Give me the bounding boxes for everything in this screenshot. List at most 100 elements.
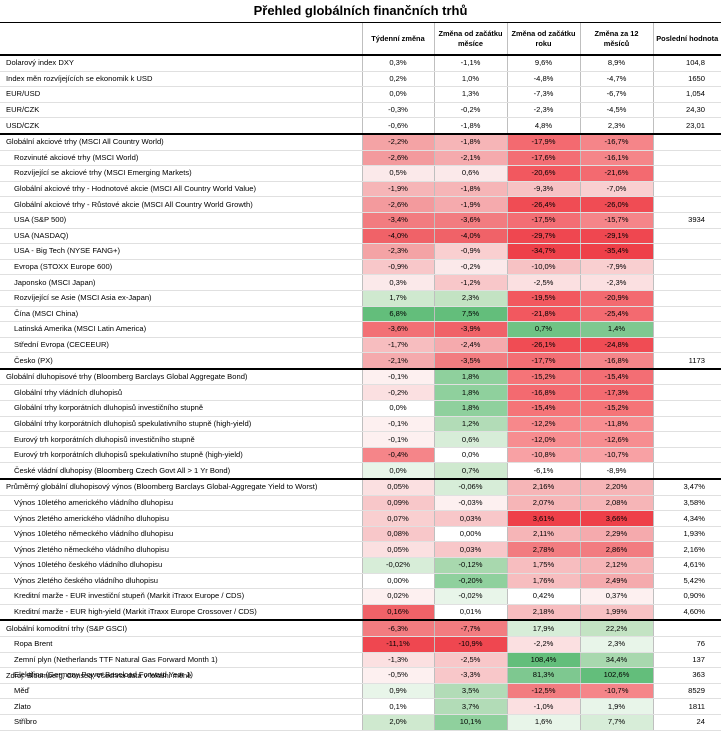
value-cell: 3,5%: [433, 683, 507, 700]
value-cell: -1,8%: [433, 181, 507, 198]
column-header-name: [0, 22, 362, 56]
value-cell: -0,2%: [361, 384, 434, 402]
value-cell: -0,1%: [361, 416, 434, 433]
value-cell: -1,8%: [433, 117, 507, 135]
value-cell: 0,2%: [361, 71, 434, 88]
value-cell: -1,7%: [361, 337, 434, 354]
value-cell: 2,86%: [579, 541, 653, 558]
value-cell: 2,07%: [506, 495, 580, 512]
value-cell: -0,9%: [361, 259, 434, 276]
value-cell: -2,3%: [506, 102, 580, 119]
table-row: Globální trhy korporátních dluhopisů spe…: [0, 416, 721, 433]
value-cell: -1,8%: [433, 132, 507, 151]
table-row: USA (S&P 500) -3,4% -3,6% -17,5% -15,7% 3934: [0, 212, 721, 229]
row-label: Zlato: [0, 698, 362, 715]
row-label: Střední Evropa (CECEEUR): [0, 337, 362, 354]
last-value-cell: 5,42%: [652, 573, 721, 590]
last-value-cell: 24: [652, 714, 721, 731]
last-value-cell: 363: [652, 667, 721, 684]
value-cell: -10,7%: [579, 447, 653, 464]
value-cell: -0,4%: [361, 447, 434, 464]
table-row: Elektřina (Germany Power Baseload Forwar…: [0, 667, 721, 684]
value-cell: -10,9%: [433, 636, 507, 653]
row-label: Výnos 2letého amerického vládního dluhop…: [0, 510, 362, 527]
last-value-cell: [652, 181, 721, 198]
value-cell: 4,8%: [506, 117, 580, 135]
value-cell: -2,2%: [361, 132, 434, 151]
value-cell: 1,8%: [433, 384, 507, 402]
table-row: Globální komoditní trhy (S&P GSCI) -6,3% -…: [0, 619, 721, 637]
value-cell: 108,4%: [506, 652, 580, 669]
value-cell: -26,1%: [506, 337, 580, 354]
value-cell: -1,0%: [506, 698, 580, 715]
row-label: Měď: [0, 683, 362, 700]
row-label: Výnos 10letého amerického vládního dluho…: [0, 495, 362, 512]
value-cell: -10,7%: [579, 683, 653, 700]
table-row: Rozvinuté akciové trhy (MSCI World) -2,6%…: [0, 150, 721, 167]
last-value-cell: 0,90%: [652, 588, 721, 605]
value-cell: -0,06%: [433, 478, 507, 496]
value-cell: -15,2%: [579, 400, 653, 417]
value-cell: -0,03%: [433, 495, 507, 512]
row-label: Globální akciové trhy - Růstové akcie (M…: [0, 196, 362, 213]
value-cell: -0,02%: [361, 557, 434, 574]
row-label: USA - Big Tech (NYSE FANG+): [0, 243, 362, 260]
value-cell: -2,6%: [361, 196, 434, 213]
value-cell: 1,7%: [361, 290, 434, 307]
value-cell: -3,4%: [361, 212, 434, 229]
value-cell: 0,0%: [361, 400, 434, 417]
value-cell: -1,3%: [361, 652, 434, 669]
value-cell: -16,8%: [506, 384, 580, 402]
table-row: Eurový trh korporátních dluhopisů invest…: [0, 431, 721, 448]
value-cell: -0,20%: [433, 573, 507, 590]
value-cell: -2,3%: [579, 274, 653, 291]
row-label: USD/CZK: [0, 117, 362, 135]
last-value-cell: [652, 462, 721, 480]
row-label: EUR/CZK: [0, 102, 362, 119]
last-value-cell: 1,054: [652, 86, 721, 103]
value-cell: 0,05%: [361, 478, 434, 496]
value-cell: -0,6%: [361, 117, 434, 135]
last-value-cell: 137: [652, 652, 721, 669]
last-value-cell: 2,16%: [652, 541, 721, 558]
row-label: Latinská Amerika (MSCI Latin America): [0, 321, 362, 338]
table-body: Dolarový index DXY 0,3% -1,1% 9,6% 8,9% 104,8…: [0, 55, 721, 731]
value-cell: -2,5%: [506, 274, 580, 291]
value-cell: -24,8%: [579, 337, 653, 354]
value-cell: -17,5%: [506, 212, 580, 229]
value-cell: -4,0%: [361, 228, 434, 245]
table-row: EUR/CZK -0,3% -0,2% -2,3% -4,5% 24,30: [0, 102, 721, 119]
table-row: České vládní dluhopisy (Bloomberg Czech …: [0, 462, 721, 480]
value-cell: 0,16%: [361, 604, 434, 621]
row-label: Eurový trh korporátních dluhopisů invest…: [0, 431, 362, 448]
value-cell: -29,7%: [506, 228, 580, 245]
value-cell: 1,9%: [579, 698, 653, 715]
value-cell: -26,4%: [506, 196, 580, 213]
value-cell: -6,3%: [361, 619, 434, 637]
value-cell: -2,2%: [506, 636, 580, 653]
value-cell: -0,5%: [361, 667, 434, 684]
row-label: Česko (PX): [0, 352, 362, 370]
value-cell: -17,7%: [506, 352, 580, 370]
last-value-cell: [652, 132, 721, 151]
last-value-cell: [652, 274, 721, 291]
value-cell: -3,3%: [433, 667, 507, 684]
value-cell: -0,9%: [433, 243, 507, 260]
value-cell: -20,6%: [506, 165, 580, 182]
value-cell: -0,2%: [433, 102, 507, 119]
table-row: Japonsko (MSCI Japan) 0,3% -1,2% -2,5% -2,3%: [0, 274, 721, 291]
value-cell: -4,5%: [579, 102, 653, 119]
table-row: Globální trhy vládních dluhopisů -0,2% 1,8…: [0, 384, 721, 402]
last-value-cell: 4,61%: [652, 557, 721, 574]
table-row: USA (NASDAQ) -4,0% -4,0% -29,7% -29,1%: [0, 228, 721, 245]
last-value-cell: 1650: [652, 71, 721, 88]
value-cell: 3,61%: [506, 510, 580, 527]
value-cell: -10,0%: [506, 259, 580, 276]
value-cell: -3,6%: [361, 321, 434, 338]
value-cell: -11,8%: [579, 416, 653, 433]
value-cell: -11,1%: [361, 636, 434, 653]
row-label: Index měn rozvíjejících se ekonomik k US…: [0, 71, 362, 88]
last-value-cell: 104,8: [652, 55, 721, 72]
table-row: Průměrný globální dluhopisový výnos (Blo…: [0, 478, 721, 496]
row-label: Japonsko (MSCI Japan): [0, 274, 362, 291]
